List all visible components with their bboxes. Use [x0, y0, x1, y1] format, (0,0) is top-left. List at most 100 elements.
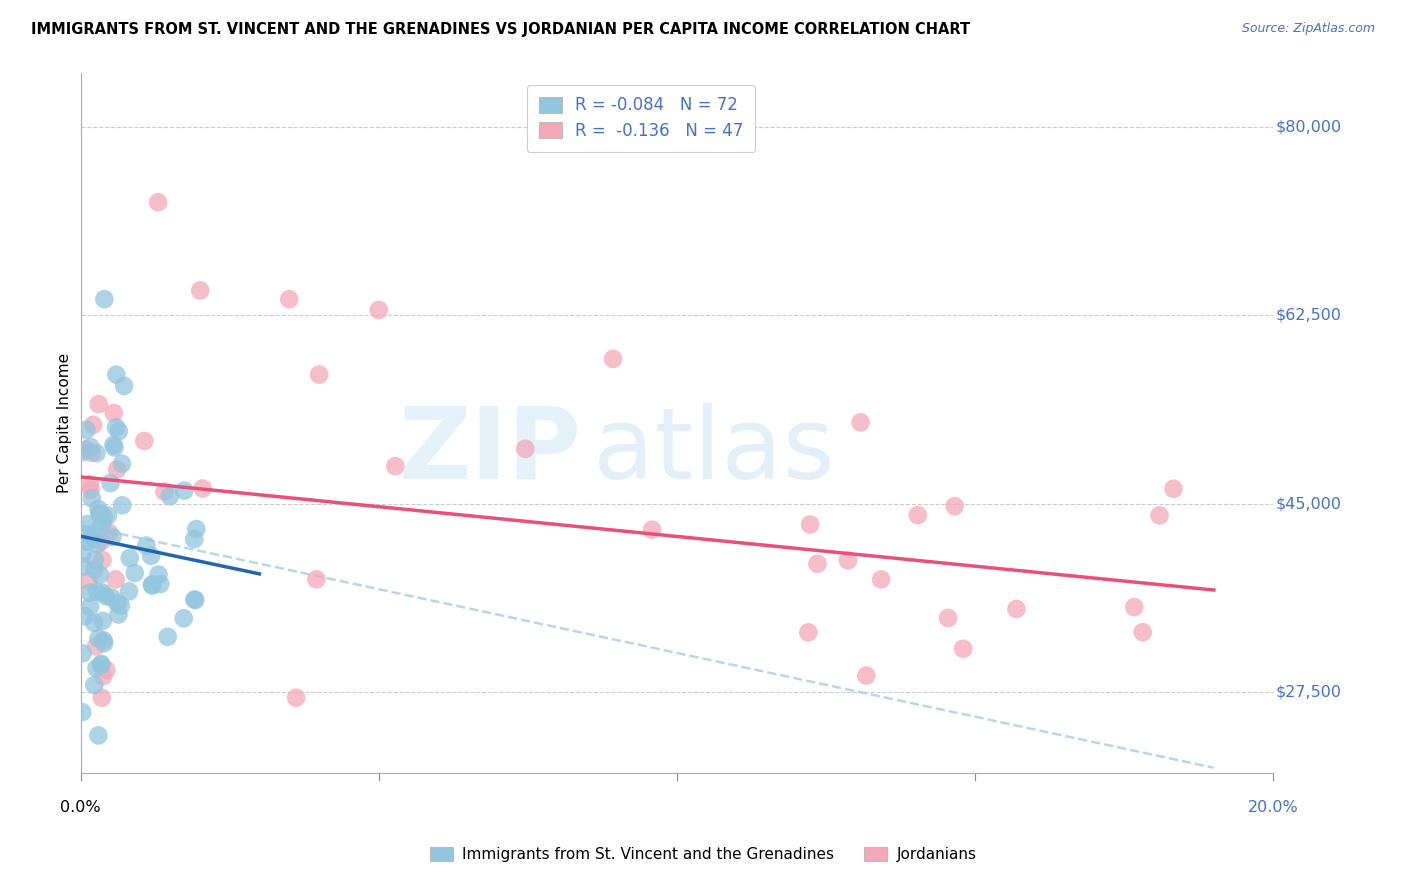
- Point: [135, 539, 157, 553]
- Point: [100, 476, 122, 491]
- Point: [94, 589, 117, 603]
- Point: [907, 508, 929, 522]
- Point: [79, 440, 101, 454]
- Point: [104, 573, 127, 587]
- Point: [79, 477, 101, 491]
- Point: [91, 516, 114, 530]
- Point: [82, 417, 104, 432]
- Point: [90, 657, 112, 671]
- Point: [118, 550, 141, 565]
- Point: [89, 508, 111, 522]
- Point: [188, 284, 211, 298]
- Point: [285, 690, 308, 705]
- Point: [134, 434, 156, 448]
- Point: [96, 663, 118, 677]
- Point: [105, 368, 128, 382]
- Point: [149, 577, 172, 591]
- Point: [105, 596, 128, 610]
- Point: [98, 525, 121, 540]
- Point: [72, 646, 94, 660]
- Point: [308, 368, 330, 382]
- Point: [76, 534, 98, 549]
- Point: [305, 572, 328, 586]
- Point: [83, 678, 105, 692]
- Point: [1149, 508, 1171, 523]
- Point: [173, 611, 195, 625]
- Point: [146, 195, 169, 210]
- Point: [77, 574, 100, 589]
- Point: [76, 517, 98, 532]
- Point: [1132, 625, 1154, 640]
- Point: [1163, 482, 1185, 496]
- Point: [118, 584, 141, 599]
- Point: [90, 690, 112, 705]
- Point: [93, 510, 115, 524]
- Point: [173, 483, 195, 498]
- Y-axis label: Per Capita Income: Per Capita Income: [58, 353, 72, 493]
- Point: [384, 459, 406, 474]
- Text: $27,500: $27,500: [1275, 685, 1341, 700]
- Point: [90, 657, 112, 672]
- Point: [183, 533, 205, 547]
- Point: [148, 567, 170, 582]
- Point: [141, 549, 163, 563]
- Point: [91, 614, 114, 628]
- Legend: R = -0.084   N = 72, R =  -0.136   N = 47: R = -0.084 N = 72, R = -0.136 N = 47: [527, 85, 755, 152]
- Point: [186, 522, 208, 536]
- Point: [108, 424, 131, 438]
- Point: [83, 562, 105, 576]
- Point: [87, 522, 110, 536]
- Text: atlas: atlas: [593, 402, 835, 500]
- Point: [86, 537, 108, 551]
- Point: [943, 500, 966, 514]
- Point: [91, 669, 114, 683]
- Point: [103, 441, 125, 455]
- Point: [84, 640, 107, 654]
- Text: IMMIGRANTS FROM ST. VINCENT AND THE GRENADINES VS JORDANIAN PER CAPITA INCOME CO: IMMIGRANTS FROM ST. VINCENT AND THE GREN…: [31, 22, 970, 37]
- Point: [75, 423, 97, 437]
- Point: [602, 351, 624, 366]
- Point: [93, 633, 115, 648]
- Point: [156, 630, 179, 644]
- Point: [952, 641, 974, 656]
- Point: [870, 573, 893, 587]
- Point: [80, 483, 103, 497]
- Point: [91, 585, 114, 599]
- Legend: Immigrants from St. Vincent and the Grenadines, Jordanians: Immigrants from St. Vincent and the Gren…: [423, 840, 983, 868]
- Text: $62,500: $62,500: [1275, 308, 1341, 323]
- Point: [89, 567, 111, 582]
- Point: [72, 559, 94, 574]
- Point: [153, 484, 176, 499]
- Text: $80,000: $80,000: [1275, 120, 1341, 135]
- Text: 0.0%: 0.0%: [60, 800, 101, 815]
- Point: [72, 705, 94, 719]
- Point: [367, 302, 389, 317]
- Point: [799, 517, 821, 532]
- Point: [87, 728, 110, 742]
- Point: [77, 528, 100, 542]
- Point: [87, 502, 110, 516]
- Point: [183, 592, 205, 607]
- Point: [90, 534, 112, 549]
- Point: [91, 553, 114, 567]
- Point: [1123, 600, 1146, 615]
- Point: [90, 507, 112, 521]
- Text: ZIP: ZIP: [399, 402, 582, 500]
- Point: [112, 379, 135, 393]
- Point: [83, 615, 105, 630]
- Point: [806, 557, 828, 571]
- Point: [124, 566, 146, 580]
- Point: [855, 668, 877, 682]
- Point: [111, 457, 134, 471]
- Point: [103, 406, 125, 420]
- Point: [515, 442, 537, 456]
- Point: [72, 445, 94, 459]
- Text: 20.0%: 20.0%: [1249, 800, 1299, 815]
- Point: [107, 607, 129, 622]
- Point: [86, 661, 108, 675]
- Point: [141, 579, 163, 593]
- Point: [83, 552, 105, 566]
- Point: [97, 508, 120, 523]
- Point: [105, 462, 128, 476]
- Point: [86, 446, 108, 460]
